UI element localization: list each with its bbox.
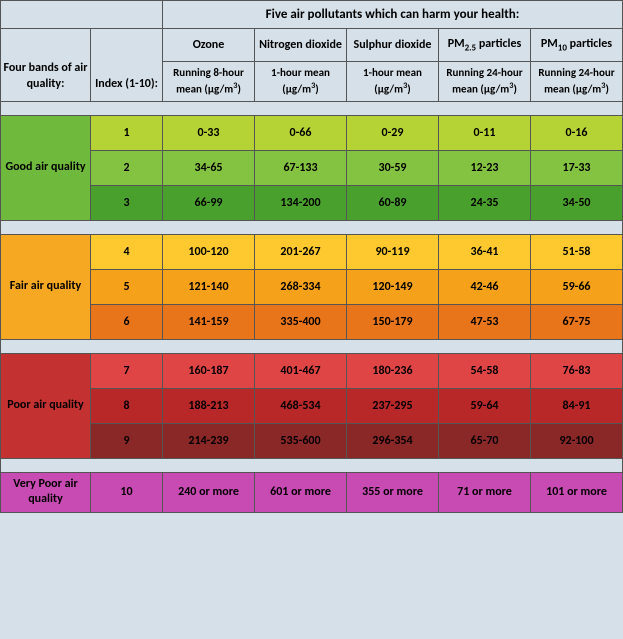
index-cell-10: 10 [91, 472, 163, 512]
pollutant-measure-1: 1-hour mean (µg/m3) [255, 62, 347, 101]
data-cell-3-2: 60-89 [347, 185, 439, 220]
pollutant-measure-4: Running 24-hour mean (µg/m3) [531, 62, 623, 101]
air-quality-table: Five air pollutants which can harm your … [0, 0, 623, 513]
data-cell-8-0: 188-213 [163, 388, 255, 423]
data-cell-7-0: 160-187 [163, 353, 255, 388]
data-cell-5-2: 120-149 [347, 269, 439, 304]
band-3-row-0: Very Poor air quality10240 or more601 or… [1, 472, 623, 512]
index-cell-1: 1 [91, 115, 163, 150]
data-cell-2-0: 34-65 [163, 150, 255, 185]
band-1-row-0: Fair air quality4100-120201-26790-11936-… [1, 234, 623, 269]
index-cell-2: 2 [91, 150, 163, 185]
data-cell-3-3: 24-35 [439, 185, 531, 220]
data-cell-8-2: 237-295 [347, 388, 439, 423]
data-cell-6-3: 47-53 [439, 304, 531, 339]
data-cell-6-2: 150-179 [347, 304, 439, 339]
data-cell-2-2: 30-59 [347, 150, 439, 185]
index-cell-4: 4 [91, 234, 163, 269]
data-cell-3-0: 66-99 [163, 185, 255, 220]
band-0-row-0: Good air quality10-330-660-290-110-16 [1, 115, 623, 150]
data-cell-9-0: 214-239 [163, 423, 255, 458]
band-label-2: Poor air quality [1, 353, 91, 458]
index-cell-5: 5 [91, 269, 163, 304]
band-1-row-1: 5121-140268-334120-14942-4659-66 [1, 269, 623, 304]
separator-3 [1, 458, 623, 472]
band-2-row-0: Poor air quality7160-187401-467180-23654… [1, 353, 623, 388]
data-cell-2-1: 67-133 [255, 150, 347, 185]
index-label: Index (1-10): [91, 29, 163, 102]
pollutant-name-4: PM10 particles [531, 29, 623, 62]
separator-1 [1, 220, 623, 234]
data-cell-1-1: 0-66 [255, 115, 347, 150]
data-cell-9-3: 65-70 [439, 423, 531, 458]
pollutants-title: Five air pollutants which can harm your … [163, 1, 623, 29]
data-cell-10-2: 355 or more [347, 472, 439, 512]
data-cell-6-4: 67-75 [531, 304, 623, 339]
index-cell-3: 3 [91, 185, 163, 220]
data-cell-5-4: 59-66 [531, 269, 623, 304]
header-blank-top [1, 1, 163, 29]
index-cell-7: 7 [91, 353, 163, 388]
data-cell-10-1: 601 or more [255, 472, 347, 512]
data-cell-9-1: 535-600 [255, 423, 347, 458]
pollutant-measure-2: 1-hour mean (µg/m3) [347, 62, 439, 101]
data-cell-6-0: 141-159 [163, 304, 255, 339]
pollutant-name-1: Nitrogen dioxide [255, 29, 347, 62]
data-cell-10-0: 240 or more [163, 472, 255, 512]
data-cell-5-3: 42-46 [439, 269, 531, 304]
data-cell-3-1: 134-200 [255, 185, 347, 220]
band-1-row-2: 6141-159335-400150-17947-5367-75 [1, 304, 623, 339]
data-cell-9-4: 92-100 [531, 423, 623, 458]
band-0-row-1: 234-6567-13330-5912-2317-33 [1, 150, 623, 185]
data-cell-7-2: 180-236 [347, 353, 439, 388]
data-cell-4-2: 90-119 [347, 234, 439, 269]
data-cell-4-0: 100-120 [163, 234, 255, 269]
data-cell-5-1: 268-334 [255, 269, 347, 304]
data-cell-7-3: 54-58 [439, 353, 531, 388]
band-0-row-2: 366-99134-20060-8924-3534-50 [1, 185, 623, 220]
band-2-row-1: 8188-213468-534237-29559-6484-91 [1, 388, 623, 423]
data-cell-10-3: 71 or more [439, 472, 531, 512]
data-cell-8-1: 468-534 [255, 388, 347, 423]
data-cell-9-2: 296-354 [347, 423, 439, 458]
header-row-2: Four bands of air quality:Index (1-10):O… [1, 29, 623, 62]
data-cell-4-4: 51-58 [531, 234, 623, 269]
pollutant-name-0: Ozone [163, 29, 255, 62]
index-cell-8: 8 [91, 388, 163, 423]
data-cell-2-3: 12-23 [439, 150, 531, 185]
data-cell-1-4: 0-16 [531, 115, 623, 150]
header-row-1: Five air pollutants which can harm your … [1, 1, 623, 29]
pollutant-name-3: PM2.5 particles [439, 29, 531, 62]
separator-0 [1, 101, 623, 115]
data-cell-8-3: 59-64 [439, 388, 531, 423]
data-cell-1-2: 0-29 [347, 115, 439, 150]
band-label-1: Fair air quality [1, 234, 91, 339]
data-cell-1-0: 0-33 [163, 115, 255, 150]
band-label-3: Very Poor air quality [1, 472, 91, 512]
data-cell-5-0: 121-140 [163, 269, 255, 304]
pollutant-measure-3: Running 24-hour mean (µg/m3) [439, 62, 531, 101]
data-cell-7-1: 401-467 [255, 353, 347, 388]
data-cell-8-4: 84-91 [531, 388, 623, 423]
separator-2 [1, 339, 623, 353]
pollutant-measure-0: Running 8-hour mean (µg/m3) [163, 62, 255, 101]
data-cell-3-4: 34-50 [531, 185, 623, 220]
data-cell-4-1: 201-267 [255, 234, 347, 269]
data-cell-10-4: 101 or more [531, 472, 623, 512]
data-cell-1-3: 0-11 [439, 115, 531, 150]
index-cell-9: 9 [91, 423, 163, 458]
data-cell-4-3: 36-41 [439, 234, 531, 269]
data-cell-6-1: 335-400 [255, 304, 347, 339]
bands-label: Four bands of air quality: [1, 29, 91, 102]
data-cell-7-4: 76-83 [531, 353, 623, 388]
band-2-row-2: 9214-239535-600296-35465-7092-100 [1, 423, 623, 458]
pollutant-name-2: Sulphur dioxide [347, 29, 439, 62]
index-cell-6: 6 [91, 304, 163, 339]
band-label-0: Good air quality [1, 115, 91, 220]
data-cell-2-4: 17-33 [531, 150, 623, 185]
